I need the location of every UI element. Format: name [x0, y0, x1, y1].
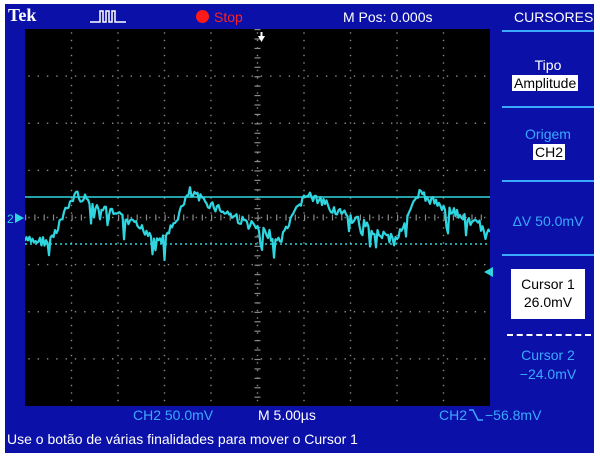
trigger-position-marker: [258, 36, 265, 42]
menu-separator: [502, 254, 594, 256]
channel-marker-arrow-icon: [15, 213, 24, 223]
origem-value-button[interactable]: CH2: [533, 144, 566, 160]
stop-indicator-icon: [196, 10, 209, 23]
delta-v-readout: ΔV 50.0mV: [512, 213, 584, 229]
cursor-1-value: 26.0mV: [523, 294, 573, 310]
cursor-2-value[interactable]: −24.0mV: [519, 366, 577, 382]
run-status: Stop: [214, 9, 243, 25]
falling-edge-icon: [469, 409, 483, 421]
cursor-1-label: Cursor 1: [521, 276, 575, 292]
brand-logo: Tek: [8, 5, 37, 25]
horizontal-position: M Pos: 0.000s: [343, 9, 433, 25]
menu-title: CURSORES: [514, 9, 594, 25]
tipo-value-button[interactable]: Amplitude: [512, 75, 579, 91]
trigger-level: −56.8mV: [485, 407, 542, 423]
ch2-scale: CH2 50.0mV: [133, 407, 214, 423]
trigger-source: CH2: [439, 407, 468, 423]
oscilloscope-screen: Tek Stop M Pos: 0.000s CURSORES 2 Tipo A…: [5, 4, 594, 453]
ch2-waveform: [25, 186, 490, 262]
graticule-grid: [25, 29, 490, 402]
timebase: M 5.00µs: [258, 407, 316, 423]
tipo-label: Tipo: [534, 57, 562, 73]
origem-label: Origem: [525, 126, 571, 142]
menu-separator: [502, 106, 594, 108]
pulse-trigger-icon: [90, 10, 126, 23]
cursor-1-button[interactable]: Cursor 1 26.0mV: [511, 269, 585, 319]
trigger-level-arrow-icon: [484, 267, 493, 277]
channel-2-marker: 2: [7, 212, 14, 226]
help-message: Use o botão de várias finalidades para m…: [7, 431, 358, 447]
menu-dashed-separator: [507, 334, 591, 336]
menu-separator: [502, 180, 594, 182]
menu-separator: [502, 30, 594, 32]
cursor-2-label[interactable]: Cursor 2: [521, 347, 575, 363]
waveform-display: [25, 29, 490, 406]
